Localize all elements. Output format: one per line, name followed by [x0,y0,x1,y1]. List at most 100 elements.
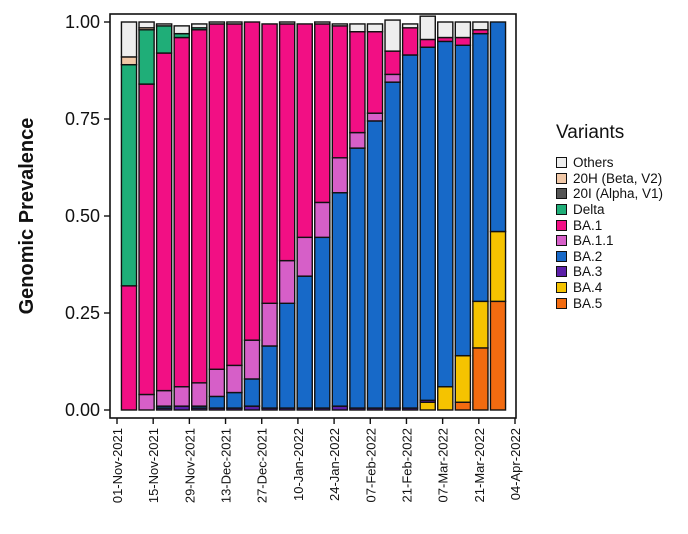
bar-segment [349,31,366,134]
bar-segment [472,300,489,349]
bar-segment [331,25,349,159]
legend-item: BA.4 [556,280,663,296]
legend-item: BA.2 [556,249,663,265]
y-axis-ticks: 0.00 0.25 0.50 0.75 1.00 [65,12,110,420]
x-tick-label: 07-Feb-2022 [363,428,378,502]
legend-label: BA.4 [573,280,603,296]
legend-item: Delta [556,202,663,218]
bar-segment [401,54,419,409]
bar-segment [419,401,436,411]
x-tick-label: 10-Jan-2022 [291,428,306,501]
legend-swatch [556,172,567,184]
bar-segment [208,368,226,398]
plot-frame [109,13,517,419]
bar-segment [454,36,472,46]
legend-swatch [556,235,567,247]
bar-segment [191,23,208,29]
y-tick-label: 1.00 [65,12,100,32]
bar-segment [437,386,454,411]
x-tick-label: 21-Feb-2022 [399,428,414,502]
x-tick-label: 01-Nov-2021 [110,428,125,503]
y-axis-label: Genomic Prevalence [16,118,38,315]
bar-segment [401,27,419,56]
bar-segment [384,81,401,409]
bar-segment [191,29,208,384]
bar-segment [208,21,226,25]
bar-segment [349,23,366,33]
x-tick-label: 07-Mar-2022 [436,428,451,502]
bar-segment [454,44,472,357]
bar-segment [331,157,349,194]
bar-segment [226,391,243,409]
bar-segment [296,236,313,277]
bar-segment [208,23,226,370]
bar-segment [278,21,296,25]
bar-segment [366,31,384,114]
x-tick-label: 04-Apr-2022 [508,428,523,500]
bar-segment [138,83,155,396]
bar-segment [278,259,296,304]
legend-item: Others [556,155,663,171]
bar-segment [472,347,489,411]
legend-item: BA.3 [556,264,663,280]
bar-segment [173,25,190,35]
bar-segment [296,23,313,239]
bar-segment [366,23,384,33]
bar-segment [314,236,331,409]
bar-segment [314,23,331,204]
y-tick-label: 0.25 [65,303,100,323]
bar-segment [243,339,261,380]
bar-segment [138,29,155,85]
legend-swatch [556,266,567,278]
y-tick-label: 0.75 [65,109,100,129]
legend-swatch [556,250,567,262]
bar-segment [331,192,349,407]
legend-item: BA.1.1 [556,233,663,249]
legend-item: BA.1 [556,217,663,233]
bar-segment [138,21,155,29]
bar-segment [173,36,190,388]
bar-segment [155,52,173,392]
bar-segment [155,389,173,407]
bar-segment [226,364,243,394]
legend-swatch [556,219,567,231]
bar-segment [243,378,261,407]
bar-segment [401,23,419,29]
bar-segment [296,275,313,409]
bar-segment [191,382,208,407]
bar-segment [384,50,401,76]
bar-segment [226,23,243,367]
legend-label: 20I (Alpha, V1) [573,186,664,202]
x-tick-label: 27-Dec-2021 [255,428,270,503]
y-tick-label: 0.00 [65,400,100,420]
bar-segment [261,345,278,409]
x-tick-label: 13-Dec-2021 [219,428,234,503]
bar-segment [349,131,366,149]
bar-segment [208,395,226,409]
bar-segment [173,386,190,407]
legend-label: Others [573,155,614,171]
bar-segment [155,25,173,54]
bar-segment [278,23,296,262]
bar-segment [384,73,401,83]
legend: Others 20H (Beta, V2) 20I (Alpha, V1) Delta… [556,155,663,311]
bar-segment [489,300,507,411]
bar-segment [472,32,489,303]
legend-label: BA.1 [573,217,603,233]
bar-segment [331,23,349,27]
bar-segment [314,21,331,25]
bar-segment [120,56,138,66]
legend-label: BA.5 [573,295,603,311]
x-tick-label: 15-Nov-2021 [146,428,161,503]
bar-segment [243,21,261,341]
x-tick-label: 21-Mar-2022 [472,428,487,502]
bar-segment [419,46,436,401]
legend-label: Delta [573,202,605,218]
bar-segment [489,230,507,303]
bar-segment [489,21,507,233]
legend-label: 20H (Beta, V2) [573,170,663,186]
legend-item: BA.5 [556,295,663,311]
legend-swatch [556,204,567,216]
bar-segment [226,21,243,25]
